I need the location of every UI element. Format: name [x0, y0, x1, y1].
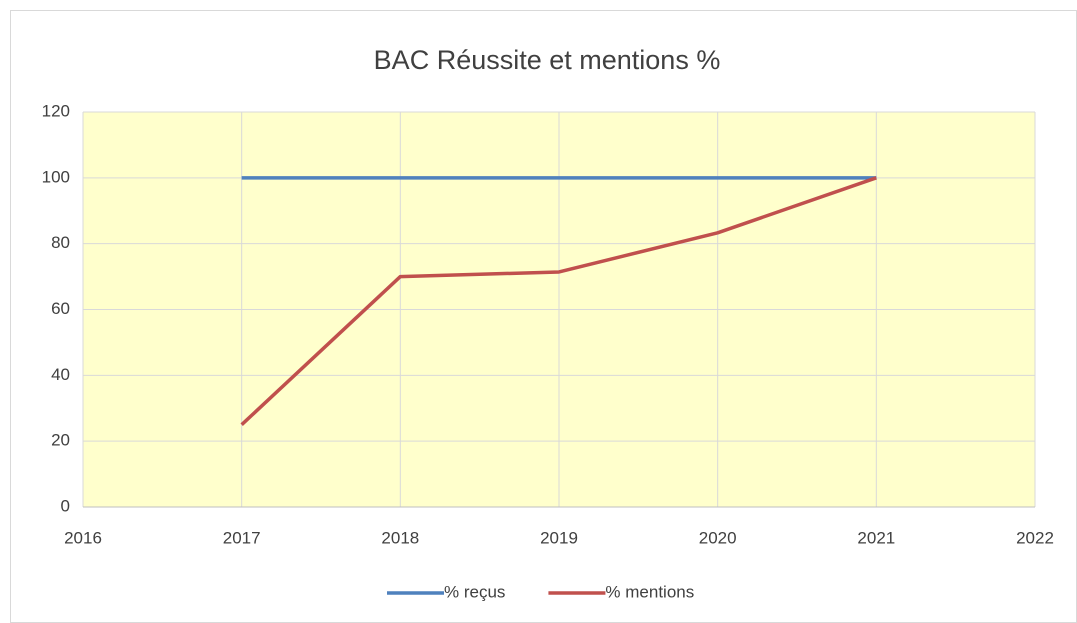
legend-label: % mentions: [605, 582, 694, 601]
series-line: [240, 176, 877, 426]
y-tick-label: 60: [51, 299, 70, 318]
y-tick-label: 80: [51, 233, 70, 252]
x-tick-label: 2021: [857, 528, 895, 547]
x-tick-label: 2022: [1016, 528, 1054, 547]
x-tick-label: 2018: [381, 528, 419, 547]
y-tick-label: 100: [42, 167, 70, 186]
y-tick-label: 40: [51, 365, 70, 384]
y-tick-label: 20: [51, 431, 70, 450]
legend-label: % reçus: [444, 582, 505, 601]
chart-title: BAC Réussite et mentions %: [374, 45, 721, 75]
x-tick-label: 2020: [699, 528, 737, 547]
y-tick-label: 120: [42, 101, 70, 120]
x-tick-label: 2016: [64, 528, 102, 547]
y-tick-label: 0: [61, 496, 70, 515]
x-tick-label: 2019: [540, 528, 578, 547]
x-tick-label: 2017: [223, 528, 261, 547]
